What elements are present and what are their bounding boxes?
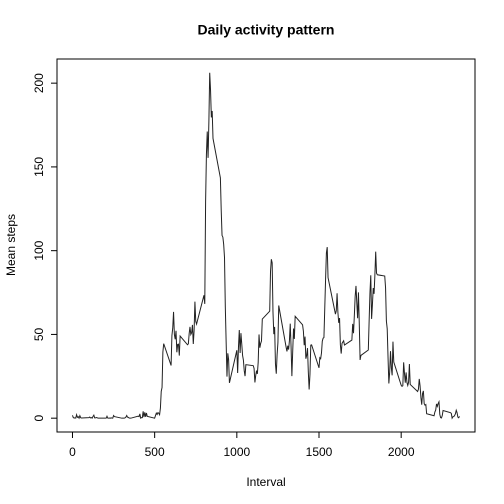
plot-box <box>56 58 476 433</box>
y-tick-label: 100 <box>32 240 46 260</box>
x-tick-label: 2000 <box>388 445 415 459</box>
y-tick-label: 150 <box>32 157 46 177</box>
y-tick-label: 50 <box>32 327 46 341</box>
y-tick-label: 0 <box>32 415 46 422</box>
line <box>72 72 460 420</box>
x-axis-label: Interval <box>246 475 285 489</box>
x-tick-label: 500 <box>145 445 165 459</box>
x-tick-label: 0 <box>69 445 76 459</box>
y-tick-label: 200 <box>32 73 46 93</box>
x-tick-label: 1500 <box>306 445 333 459</box>
y-axis-label: Mean steps <box>4 214 18 276</box>
x-tick-label: 1000 <box>223 445 250 459</box>
chart-title: Daily activity pattern <box>198 22 335 38</box>
